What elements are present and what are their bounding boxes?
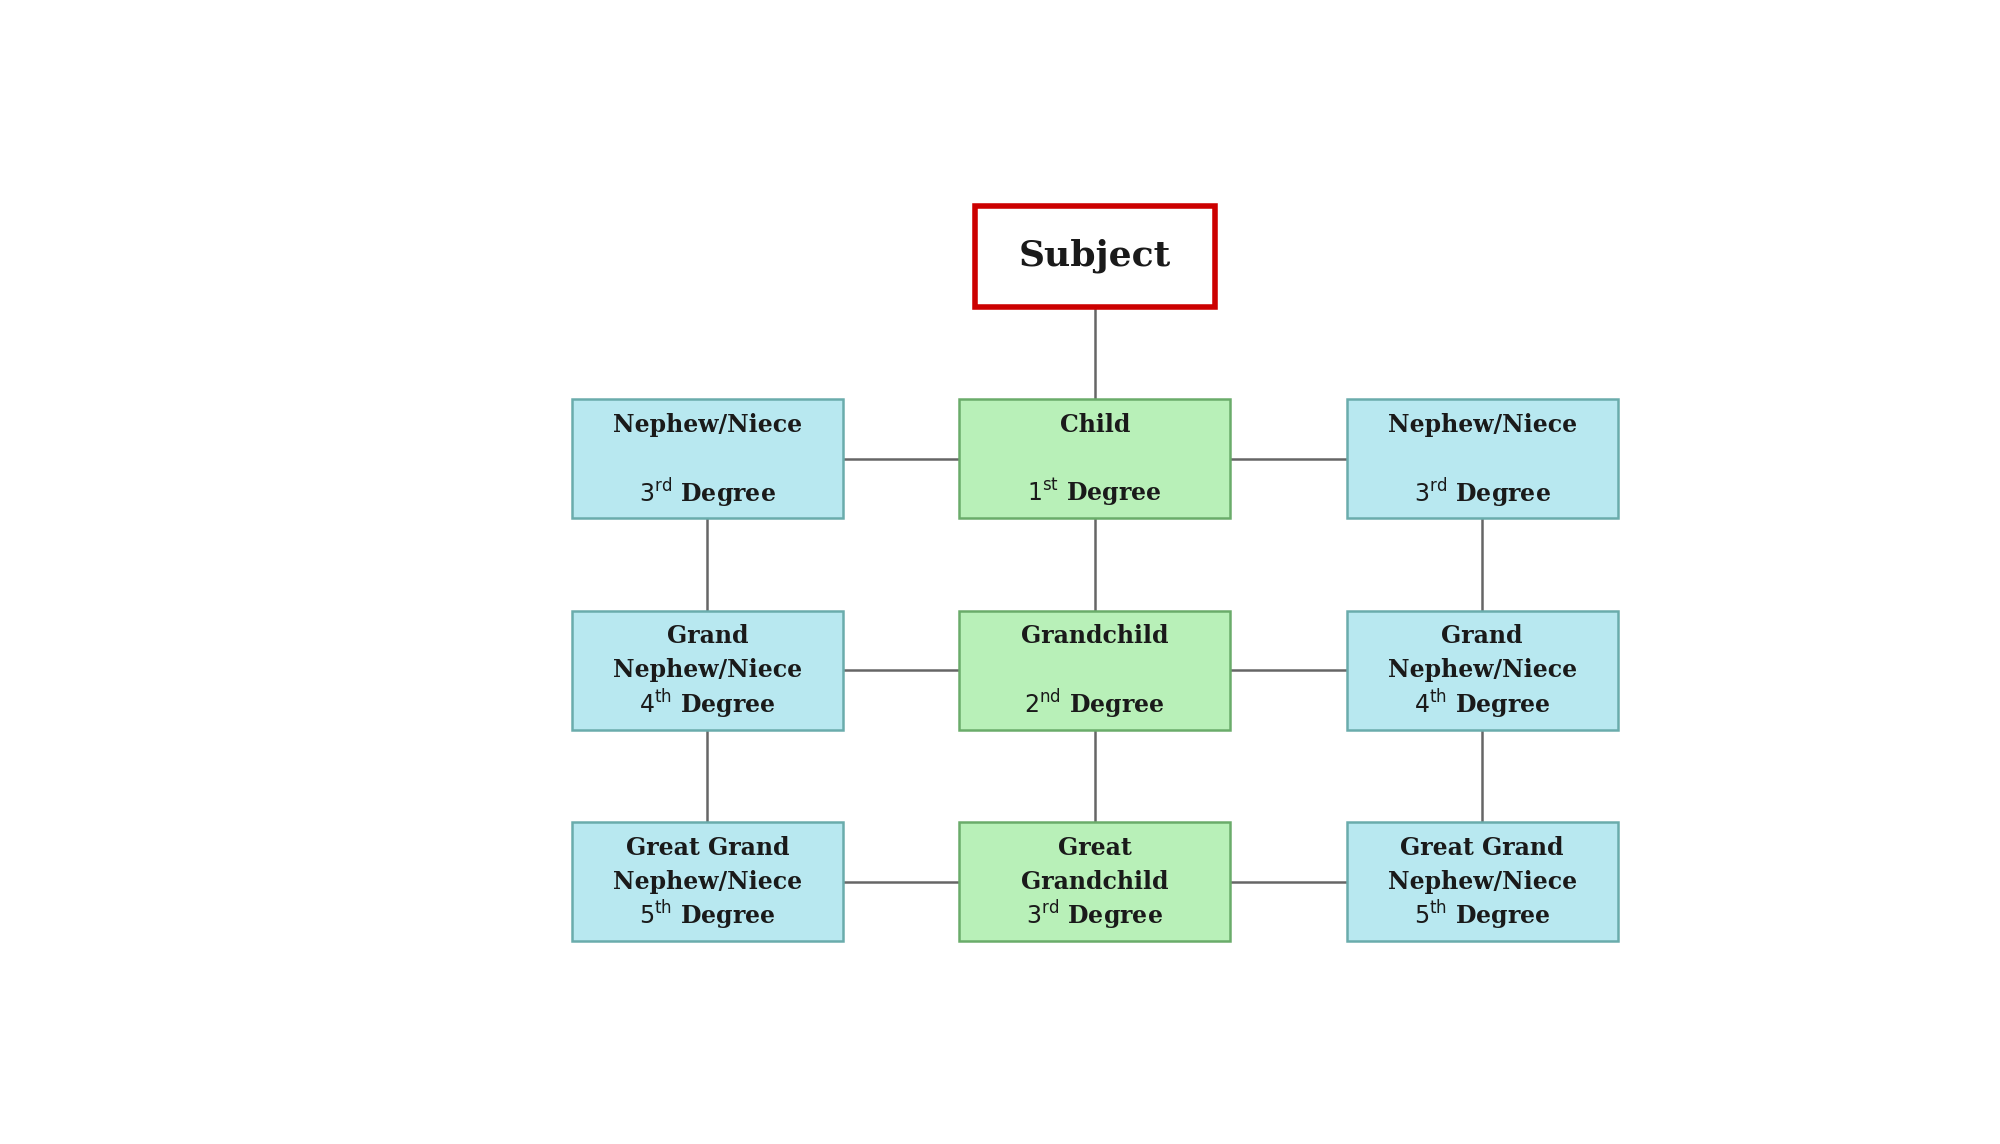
Text: $5^{\rm th}$ Degree: $5^{\rm th}$ Degree	[638, 899, 776, 932]
Text: Nephew/Niece: Nephew/Niece	[612, 413, 802, 437]
Text: Nephew/Niece: Nephew/Niece	[1388, 413, 1576, 437]
Text: Nephew/Niece: Nephew/Niece	[1388, 658, 1576, 682]
Text: Nephew/Niece: Nephew/Niece	[612, 658, 802, 682]
Bar	[1346, 823, 1618, 942]
Text: Nephew/Niece: Nephew/Niece	[612, 869, 802, 893]
Text: $2^{\rm nd}$ Degree: $2^{\rm nd}$ Degree	[1024, 688, 1166, 721]
Bar	[572, 823, 842, 942]
Text: $3^{\rm rd}$ Degree: $3^{\rm rd}$ Degree	[1414, 476, 1550, 509]
Text: Grand: Grand	[666, 625, 748, 649]
Text: $3^{\rm rd}$ Degree: $3^{\rm rd}$ Degree	[638, 476, 776, 509]
Bar	[572, 611, 842, 730]
Text: $1^{\rm st}$ Degree: $1^{\rm st}$ Degree	[1028, 477, 1162, 508]
Text: Great: Great	[1058, 835, 1132, 859]
Bar	[960, 399, 1230, 518]
Bar	[1346, 399, 1618, 518]
Bar	[572, 399, 842, 518]
Bar	[974, 206, 1214, 307]
Text: Child: Child	[1060, 413, 1130, 437]
Text: Grand: Grand	[1442, 625, 1524, 649]
Text: $3^{\rm rd}$ Degree: $3^{\rm rd}$ Degree	[1026, 899, 1164, 932]
Bar	[960, 611, 1230, 730]
Text: Great Grand: Great Grand	[1400, 835, 1564, 859]
Text: Subject: Subject	[1018, 239, 1170, 273]
Text: $4^{\rm th}$ Degree: $4^{\rm th}$ Degree	[1414, 688, 1550, 721]
Text: Grandchild: Grandchild	[1022, 625, 1168, 649]
Text: Nephew/Niece: Nephew/Niece	[1388, 869, 1576, 893]
Bar	[1346, 611, 1618, 730]
Bar	[960, 823, 1230, 942]
Text: $5^{\rm th}$ Degree: $5^{\rm th}$ Degree	[1414, 899, 1550, 932]
Text: $4^{\rm th}$ Degree: $4^{\rm th}$ Degree	[638, 688, 776, 721]
Text: Grandchild: Grandchild	[1022, 869, 1168, 893]
Text: Great Grand: Great Grand	[626, 835, 788, 859]
